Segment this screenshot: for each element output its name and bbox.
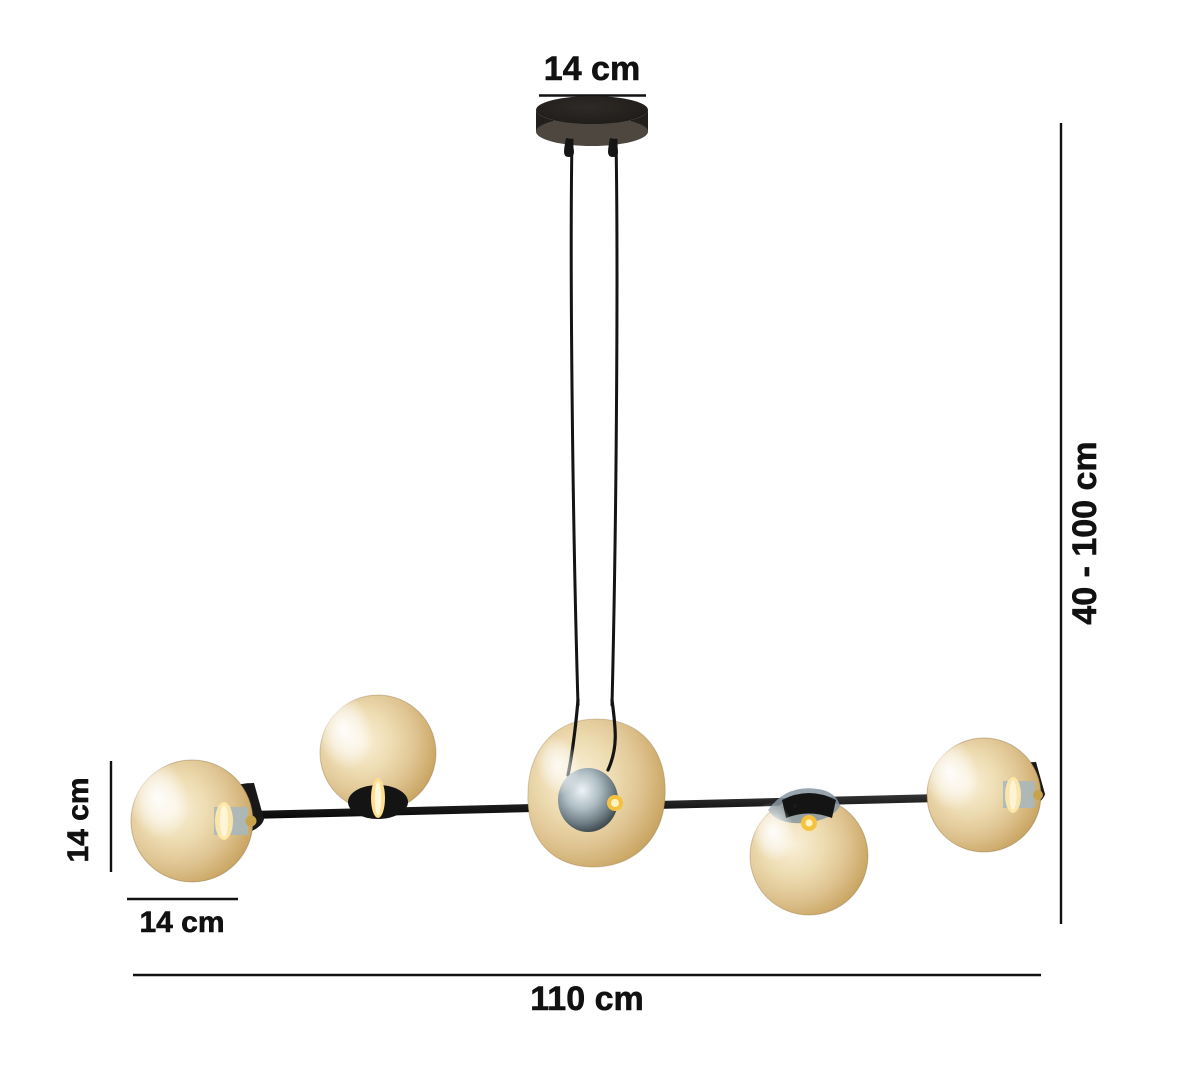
svg-text:110 cm: 110 cm [530, 980, 643, 1018]
svg-text:14 cm: 14 cm [544, 50, 640, 88]
svg-text:14 cm: 14 cm [139, 906, 224, 939]
svg-text:14 cm: 14 cm [62, 777, 95, 862]
svg-text:40 - 100 cm: 40 - 100 cm [1066, 441, 1104, 624]
